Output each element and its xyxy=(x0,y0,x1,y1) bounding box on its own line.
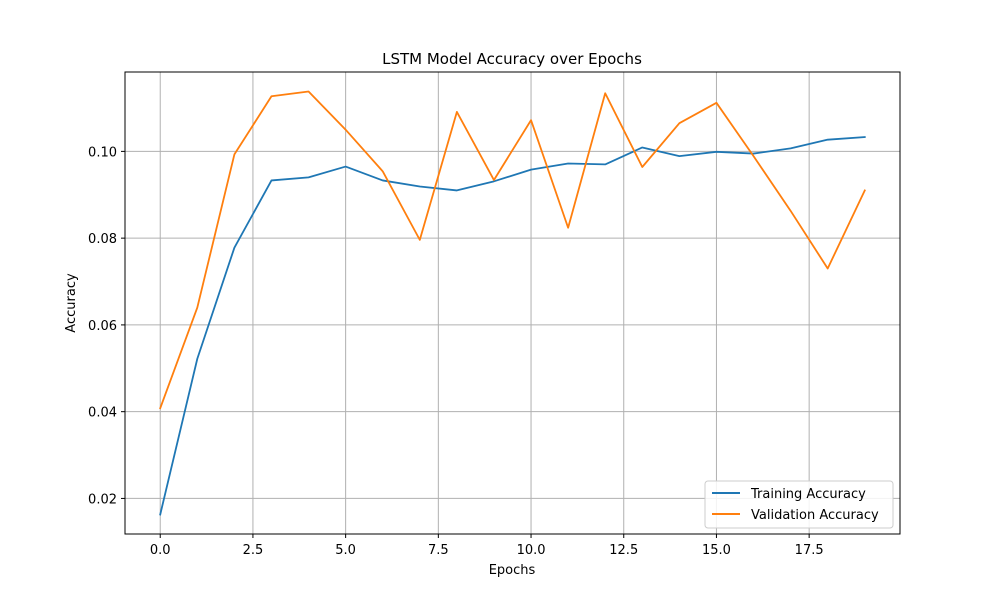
legend-label-training: Training Accuracy xyxy=(750,487,866,502)
y-axis: 0.02 0.04 0.06 0.08 0.10 xyxy=(88,145,125,507)
legend-box xyxy=(704,480,894,529)
training-accuracy-line xyxy=(159,136,866,516)
x-tick-label: 2.5 xyxy=(243,543,264,558)
x-tick-label: 17.5 xyxy=(795,543,824,558)
y-tick-label: 0.10 xyxy=(88,145,117,160)
grid xyxy=(125,72,900,534)
x-tick-label: 10.0 xyxy=(517,543,546,558)
plot-area-frame xyxy=(124,71,901,535)
y-axis-label: Accuracy xyxy=(64,273,79,333)
legend: Training Accuracy Validation Accuracy xyxy=(704,480,894,529)
chart-title: LSTM Model Accuracy over Epochs xyxy=(382,50,642,68)
legend-label-validation: Validation Accuracy xyxy=(751,508,879,523)
y-tick-label: 0.04 xyxy=(88,406,117,421)
x-tick-label: 12.5 xyxy=(609,543,638,558)
y-tick-label: 0.06 xyxy=(88,319,117,334)
x-axis: 0.0 2.5 5.0 7.5 10.0 12.5 15.0 17.5 xyxy=(150,534,824,558)
y-tick-label: 0.02 xyxy=(88,492,117,507)
validation-accuracy-line xyxy=(159,90,866,410)
y-tick-label: 0.08 xyxy=(88,232,117,247)
x-tick-label: 5.0 xyxy=(335,543,356,558)
x-tick-label: 15.0 xyxy=(702,543,731,558)
series-lines xyxy=(159,90,866,516)
x-tick-label: 7.5 xyxy=(428,543,449,558)
x-axis-label: Epochs xyxy=(489,563,536,578)
x-tick-label: 0.0 xyxy=(150,543,171,558)
